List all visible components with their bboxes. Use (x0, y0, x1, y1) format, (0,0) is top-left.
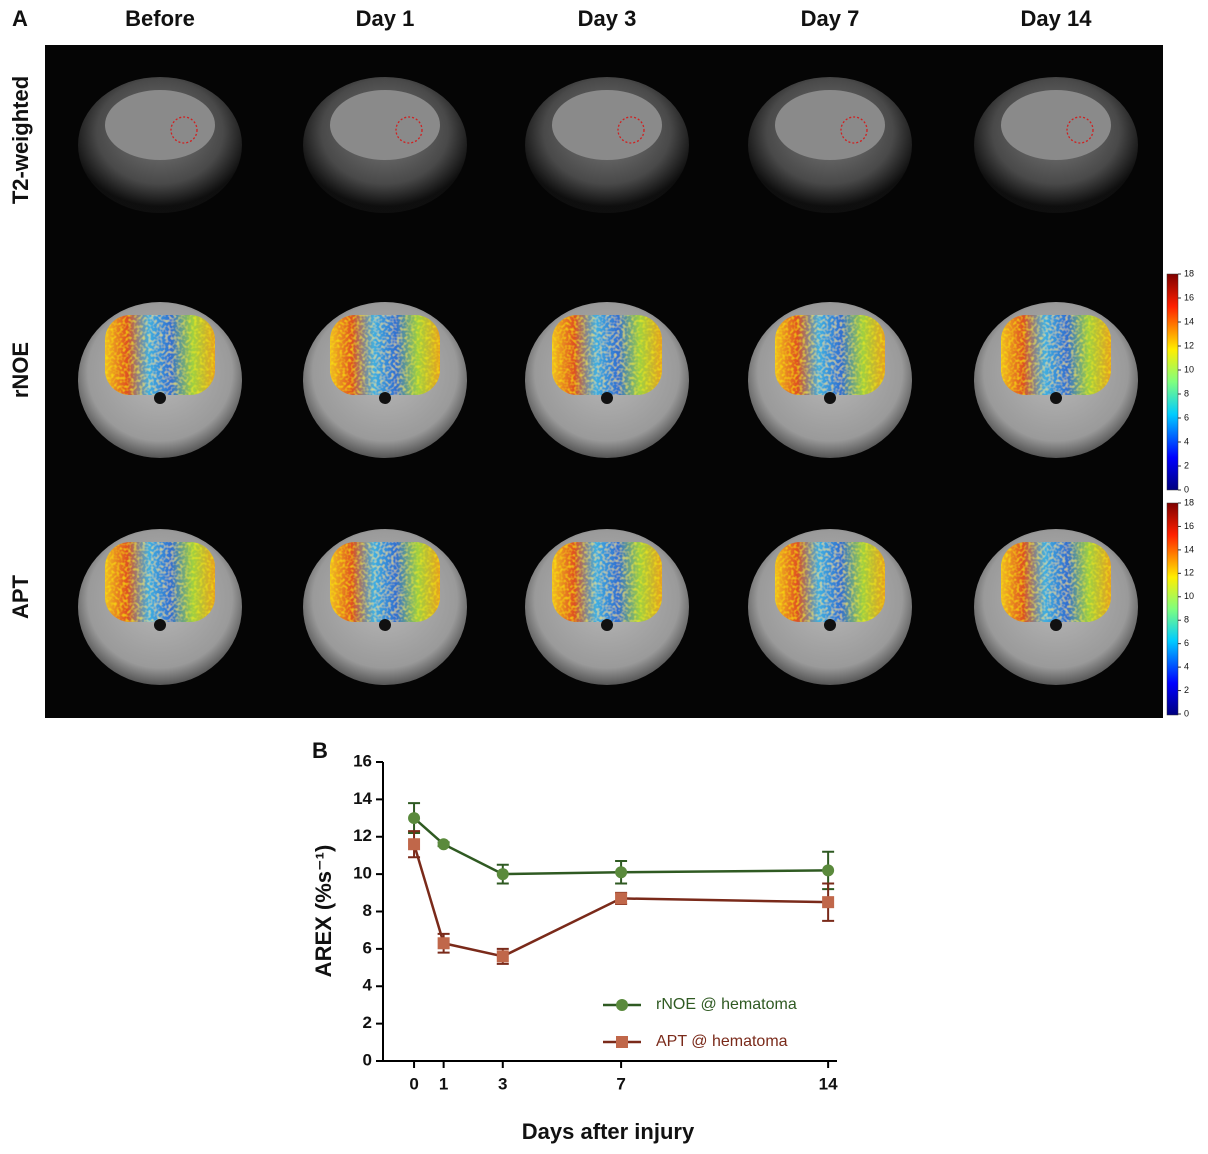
lesion-roi (1066, 116, 1094, 144)
t2-brain (1001, 90, 1111, 160)
ventricle (824, 392, 836, 404)
x-tick-label: 14 (819, 1074, 838, 1093)
data-point (615, 892, 628, 905)
mri-images (78, 77, 1138, 685)
colorbar-tick-label: 18 (1184, 497, 1194, 507)
cest-map (775, 315, 885, 395)
data-point (615, 866, 628, 879)
ventricle (154, 619, 166, 631)
ventricle (154, 392, 166, 404)
lesion-roi (617, 116, 645, 144)
cest-map (552, 315, 662, 395)
ventricle (1050, 619, 1062, 631)
cest-map (1001, 542, 1111, 622)
colorbar (1166, 502, 1179, 716)
colorbar (1166, 273, 1179, 491)
y-tick-label: 14 (353, 789, 372, 808)
colorbar-tick-label: 6 (1184, 638, 1189, 648)
data-point (408, 838, 421, 851)
colorbar-tick-label: 14 (1184, 544, 1194, 554)
ventricle (379, 392, 391, 404)
data-point (496, 868, 509, 881)
colorbar-tick-label: 16 (1184, 292, 1194, 302)
legend-label: APT @ hematoma (656, 1033, 788, 1050)
colorbar-tick-label: 12 (1184, 340, 1194, 350)
row-label: T2-weighted (8, 76, 33, 204)
cest-map (552, 542, 662, 622)
colorbar-tick-label: 4 (1184, 661, 1189, 671)
x-tick-label: 0 (409, 1074, 418, 1093)
ventricle (824, 619, 836, 631)
y-axis-label: AREX (%s⁻¹) (311, 845, 336, 978)
y-tick-label: 12 (353, 826, 372, 845)
panel-label: A (12, 6, 28, 31)
x-tick-label: 7 (616, 1074, 625, 1093)
colorbar-tick-label: 16 (1184, 521, 1194, 531)
cest-map (105, 315, 215, 395)
y-tick-label: 6 (363, 938, 372, 957)
colorbar-tick-label: 8 (1184, 388, 1189, 398)
colorbar-tick-label: 6 (1184, 412, 1189, 422)
colorbar-tick-label: 18 (1184, 268, 1194, 278)
colorbar-tick-label: 8 (1184, 615, 1189, 625)
x-axis-label: Days after injury (522, 1119, 695, 1144)
column-header: Day 3 (578, 6, 637, 31)
colorbar-tick-label: 0 (1184, 708, 1189, 718)
cest-map (105, 542, 215, 622)
lesion-roi (840, 116, 868, 144)
colorbar-tick-label: 4 (1184, 436, 1189, 446)
ventricle (1050, 392, 1062, 404)
column-header: Day 1 (356, 6, 415, 31)
colorbar-tick-label: 12 (1184, 568, 1194, 578)
lesion-roi (395, 116, 423, 144)
ventricle (601, 619, 613, 631)
row-label: rNOE (8, 342, 33, 398)
colorbar-tick-label: 10 (1184, 591, 1194, 601)
ventricle (379, 619, 391, 631)
cest-map (775, 542, 885, 622)
t2-brain (330, 90, 440, 160)
data-point (408, 812, 421, 825)
x-tick-label: 3 (498, 1074, 507, 1093)
y-tick-label: 4 (363, 976, 373, 995)
y-tick-label: 0 (363, 1050, 372, 1069)
y-tick-label: 2 (363, 1013, 372, 1032)
y-tick-label: 10 (353, 864, 372, 883)
colorbar-tick-label: 14 (1184, 316, 1194, 326)
colorbar-tick-label: 2 (1184, 460, 1189, 470)
cest-map (330, 315, 440, 395)
data-point (437, 937, 450, 950)
data-point (496, 950, 509, 963)
t2-brain (775, 90, 885, 160)
x-tick-label: 1 (439, 1074, 448, 1093)
cest-map (330, 542, 440, 622)
cest-map (1001, 315, 1111, 395)
column-header: Day 14 (1021, 6, 1093, 31)
y-tick-label: 8 (363, 901, 372, 920)
legend-label: rNOE @ hematoma (656, 996, 797, 1013)
lesion-roi (170, 116, 198, 144)
data-point (822, 864, 835, 877)
data-point (437, 838, 450, 851)
t2-brain (105, 90, 215, 160)
row-label: APT (8, 574, 33, 619)
ventricle (601, 392, 613, 404)
column-header: Day 7 (801, 6, 860, 31)
colorbar-tick-label: 0 (1184, 484, 1189, 494)
data-point (822, 896, 835, 909)
colorbar-tick-label: 2 (1184, 685, 1189, 695)
t2-brain (552, 90, 662, 160)
panel-label: B (312, 738, 328, 763)
legend-marker (616, 999, 628, 1011)
column-header: Before (125, 6, 195, 31)
legend-marker (616, 1036, 628, 1048)
colorbar-tick-label: 10 (1184, 364, 1194, 374)
y-tick-label: 16 (353, 751, 372, 770)
